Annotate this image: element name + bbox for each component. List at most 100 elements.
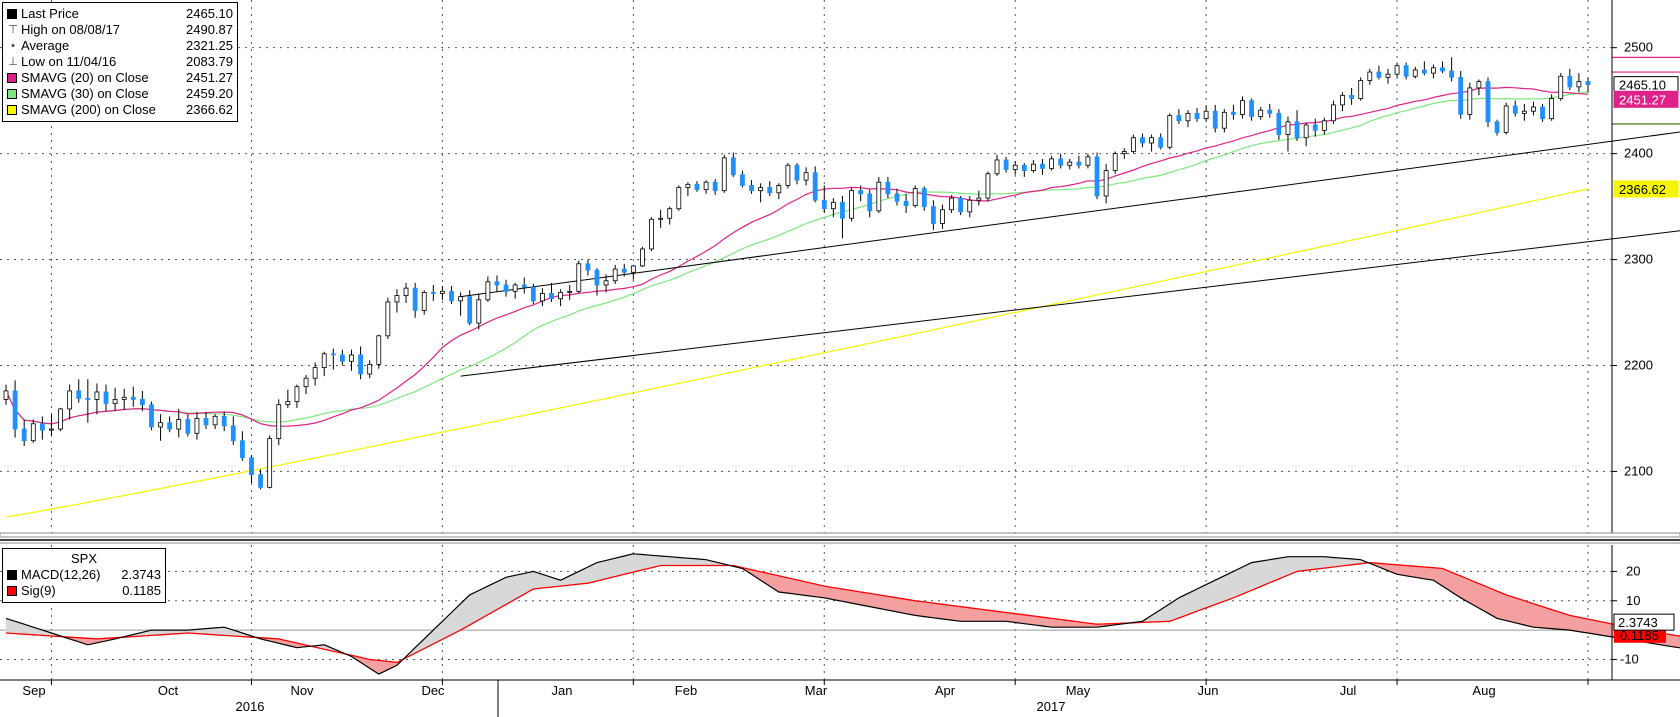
legend-label: Sig(9) <box>21 583 56 598</box>
candle <box>321 351 327 377</box>
candle <box>330 348 336 370</box>
candle-body <box>585 263 591 271</box>
candle-body <box>812 172 818 201</box>
candle-body <box>776 184 782 194</box>
macd-line <box>5 553 1680 675</box>
panel-divider[interactable] <box>0 532 1680 544</box>
legend-value: 0.1185 <box>122 583 161 598</box>
candle <box>303 375 309 395</box>
signal-axis-tag: 0.1185 <box>1614 627 1666 643</box>
candle-body <box>321 353 327 369</box>
macd-fill-segment <box>1533 603 1543 629</box>
low-marker-icon: ⊥ <box>8 56 18 68</box>
legend-swatch <box>7 105 17 115</box>
candle <box>785 163 791 189</box>
candle-body <box>1267 109 1273 114</box>
candle-body <box>249 457 254 476</box>
candle <box>949 194 954 213</box>
candle-body <box>640 248 645 267</box>
candle-body <box>494 281 500 286</box>
macd-tick-label: 20 <box>1626 563 1640 578</box>
candle <box>494 275 500 292</box>
candlestick-series <box>3 57 1591 490</box>
candle <box>1467 82 1473 120</box>
candle <box>558 289 564 307</box>
candle-body <box>703 181 709 191</box>
month-label: May <box>1066 683 1091 698</box>
legend-value: 2083.79 <box>186 54 233 69</box>
candle <box>1267 103 1273 118</box>
candle-body <box>767 187 773 194</box>
candle <box>1094 152 1100 200</box>
macd-fill-segment <box>614 555 625 577</box>
macd-fill-segment <box>787 577 798 595</box>
candle-body <box>139 398 145 406</box>
macd-fill-segment <box>1524 600 1534 628</box>
candle-body <box>1503 105 1509 133</box>
candle <box>1303 122 1309 147</box>
candle-body <box>1412 69 1418 77</box>
candle-body <box>749 184 754 192</box>
candle <box>1494 119 1500 136</box>
candle <box>149 401 154 431</box>
candle-body <box>212 415 218 426</box>
candle-body <box>849 190 854 219</box>
macd-fill-segment <box>960 606 970 622</box>
candle <box>1421 61 1427 76</box>
candle-body <box>721 157 727 192</box>
candle-body <box>630 265 636 273</box>
candle <box>903 193 909 213</box>
candle <box>130 386 136 407</box>
candle <box>1376 65 1382 80</box>
candle <box>503 279 509 297</box>
macd-fill-segment <box>1305 556 1316 571</box>
candle-body <box>85 397 91 400</box>
macd-lines <box>5 553 1680 675</box>
candle-body <box>530 286 536 302</box>
price-legend[interactable]: Last Price 2465.10 ⊤ High on 08/08/17 2490.8… <box>2 2 238 122</box>
axis-tag-bg <box>1613 180 1679 198</box>
legend-value: 2490.87 <box>186 22 233 37</box>
candle-body <box>594 269 600 286</box>
x-axis: Sep Oct Nov Dec Jan Feb Mar Apr May Jun Jul Aug 2016… <box>0 679 1680 717</box>
candle-body <box>267 438 273 488</box>
candle <box>58 407 63 432</box>
candle <box>585 259 591 276</box>
candle <box>1030 159 1036 173</box>
candle <box>730 152 736 177</box>
candle <box>1212 104 1218 133</box>
candle <box>876 176 882 213</box>
candle-body <box>567 290 573 293</box>
legend-value: 2451.27 <box>186 70 233 85</box>
candle <box>1076 155 1082 169</box>
candle-body <box>940 209 945 224</box>
candle-body <box>294 386 300 402</box>
macd-fill-segment <box>1542 606 1552 629</box>
candle <box>921 186 927 211</box>
candle-body <box>330 353 336 356</box>
legend-swatch <box>7 9 17 19</box>
candle <box>285 389 291 408</box>
macd-fill-segment <box>214 626 225 636</box>
macd-legend[interactable]: SPX MACD(12,26) 2.3743 Sig(9) 0.1185 <box>2 548 166 603</box>
candle-body <box>1258 109 1264 117</box>
candle-body <box>840 201 845 219</box>
price-tick-label: 2100 <box>1624 463 1653 478</box>
candle <box>276 399 282 445</box>
price-tick-label: 2400 <box>1624 146 1653 161</box>
candle <box>849 187 854 222</box>
candle-body <box>67 390 73 410</box>
price-axis-tag: 2366.62 <box>1613 180 1679 198</box>
candle-body <box>1058 158 1064 166</box>
candle <box>176 408 182 438</box>
candle-body <box>894 193 900 202</box>
candle-body <box>412 287 418 311</box>
candle-body <box>421 291 427 311</box>
candle <box>1576 73 1582 93</box>
avg-marker-icon: • <box>11 40 15 52</box>
candle-body <box>1149 137 1154 144</box>
candle <box>667 206 673 225</box>
candle-body <box>903 200 909 206</box>
macd-fill-segment <box>969 607 980 622</box>
